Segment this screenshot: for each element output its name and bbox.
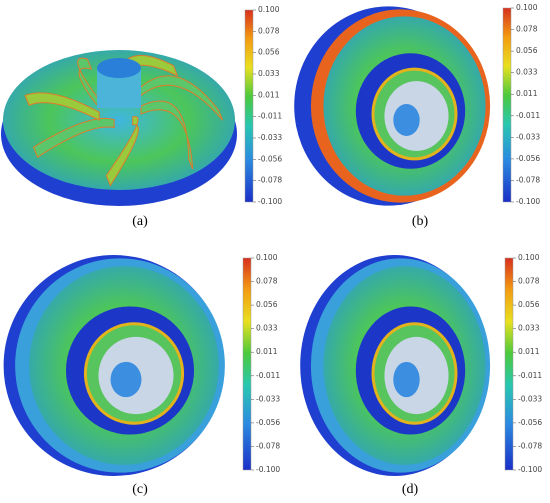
colorbar-tick-label: -0.100 xyxy=(258,197,282,206)
wheel-hub xyxy=(110,361,142,398)
panel-caption: (c) xyxy=(132,482,148,497)
colorbar-tick-label: 0.100 xyxy=(258,5,280,14)
panel: 0.100 0.078 0.056 0.033 0.011 -0.011 -0.033 -0.… xyxy=(3,253,280,497)
colorbar-tick-label: -0.011 xyxy=(518,371,542,380)
colorbar-tick-label: 0.078 xyxy=(516,25,538,34)
colorbar-tick-label: -0.056 xyxy=(256,418,280,427)
colorbar-tick-label: 0.056 xyxy=(518,300,540,309)
colorbar-tick-label: -0.056 xyxy=(516,154,540,163)
impeller-blade xyxy=(77,57,100,110)
panel: 0.100 0.078 0.056 0.033 0.011 -0.011 -0.033 -0.… xyxy=(300,253,542,497)
colorbar xyxy=(502,7,512,203)
colorbar-tick-label: -0.011 xyxy=(258,112,282,121)
colorbar-tick-label: 0.100 xyxy=(518,253,540,262)
colorbar-tick-label: 0.056 xyxy=(256,300,278,309)
colorbar-tick-label: -0.033 xyxy=(518,394,542,403)
panel: 0.100 0.078 0.056 0.033 0.011 -0.011 -0.033 -0.… xyxy=(1,5,282,229)
colorbar-tick-label: 0.100 xyxy=(256,253,278,262)
panel-caption: (b) xyxy=(412,214,429,229)
impeller-blade xyxy=(32,117,115,158)
wheel-hub xyxy=(393,361,420,398)
colorbar-tick-label: -0.078 xyxy=(256,441,280,450)
panel: 0.100 0.078 0.056 0.033 0.011 -0.011 -0.033 -0.… xyxy=(294,3,540,229)
colorbar-tick-label: 0.033 xyxy=(258,69,280,78)
colorbar-tick-label: 0.056 xyxy=(258,48,280,57)
colorbar-tick-label: 0.011 xyxy=(518,347,540,356)
impeller-blade xyxy=(132,75,223,121)
colorbar-tick-label: -0.078 xyxy=(516,175,540,184)
colorbar-tick-label: 0.033 xyxy=(516,68,538,77)
colorbar-tick-label: -0.033 xyxy=(258,133,282,142)
panel-caption: (d) xyxy=(402,482,419,497)
colorbar-tick-label: 0.078 xyxy=(518,277,540,286)
colorbar-tick-label: 0.056 xyxy=(516,46,538,55)
colorbar-tick-label: -0.100 xyxy=(516,197,540,206)
colorbar-tick-label: -0.033 xyxy=(516,132,540,141)
colorbar-tick-label: 0.100 xyxy=(516,3,538,12)
colorbar-tick-label: -0.033 xyxy=(256,394,280,403)
wheel-hub xyxy=(393,104,420,136)
colorbar-tick-label: 0.033 xyxy=(518,324,540,333)
impeller-blade xyxy=(24,92,100,121)
impeller-blade xyxy=(105,116,139,187)
panel-caption: (a) xyxy=(132,214,148,229)
colorbar-tick-label: 0.078 xyxy=(258,26,280,35)
colorbar-tick-label: -0.056 xyxy=(258,154,282,163)
colorbar-tick-label: 0.011 xyxy=(258,90,280,99)
colorbar xyxy=(504,257,514,471)
impeller-blade xyxy=(140,100,194,170)
colorbar-tick-label: 0.033 xyxy=(256,324,278,333)
colorbar-tick-label: 0.011 xyxy=(516,89,538,98)
colorbar-tick-label: -0.011 xyxy=(256,371,280,380)
colorbar-tick-label: 0.078 xyxy=(256,277,278,286)
colorbar-tick-label: -0.100 xyxy=(256,465,280,474)
colorbar-tick-label: -0.056 xyxy=(518,418,542,427)
colorbar-tick-label: -0.100 xyxy=(518,465,542,474)
colorbar-tick-label: 0.011 xyxy=(256,347,278,356)
colorbar xyxy=(242,257,252,471)
impeller-hub-top xyxy=(97,58,141,78)
colorbar xyxy=(244,9,254,203)
colorbar-tick-label: -0.011 xyxy=(516,111,540,120)
colorbar-tick-label: -0.078 xyxy=(258,176,282,185)
colorbar-tick-label: -0.078 xyxy=(518,441,542,450)
